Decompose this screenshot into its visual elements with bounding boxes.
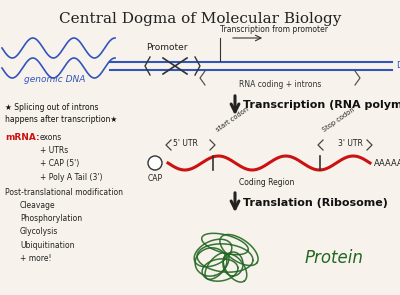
Text: Transcription from promoter: Transcription from promoter: [220, 25, 328, 35]
Text: Transcription (RNA polymerase): Transcription (RNA polymerase): [243, 101, 400, 111]
Text: DNA: DNA: [396, 61, 400, 71]
Text: Translation (Ribosome): Translation (Ribosome): [243, 197, 388, 207]
Text: 3' UTR: 3' UTR: [338, 138, 362, 148]
Circle shape: [148, 156, 162, 170]
Text: CAP: CAP: [148, 174, 162, 183]
Text: Protein: Protein: [305, 249, 364, 267]
Text: Coding Region: Coding Region: [239, 178, 294, 187]
Text: Stop codon: Stop codon: [322, 106, 356, 133]
Text: mRNA:: mRNA:: [5, 133, 40, 142]
Text: Central Dogma of Molecular Biology: Central Dogma of Molecular Biology: [59, 12, 341, 26]
Text: RNA coding + introns: RNA coding + introns: [239, 80, 321, 89]
Text: Promoter: Promoter: [146, 43, 188, 52]
Text: genomic DNA: genomic DNA: [24, 75, 86, 84]
Text: Post-translational modification: Post-translational modification: [5, 188, 123, 197]
Text: 5' UTR: 5' UTR: [173, 138, 198, 148]
Text: ★ Splicing out of introns
happens after transcription★: ★ Splicing out of introns happens after …: [5, 103, 117, 124]
Text: Cleavage
Phosphorylation
Glycolysis
Ubiquitination
+ more!: Cleavage Phosphorylation Glycolysis Ubiq…: [20, 201, 82, 263]
Text: AAAAAA: AAAAAA: [374, 158, 400, 168]
Text: exons
+ UTRs
+ CAP (5')
+ Poly A Tail (3'): exons + UTRs + CAP (5') + Poly A Tail (3…: [40, 133, 102, 182]
Text: start codon: start codon: [215, 106, 250, 133]
